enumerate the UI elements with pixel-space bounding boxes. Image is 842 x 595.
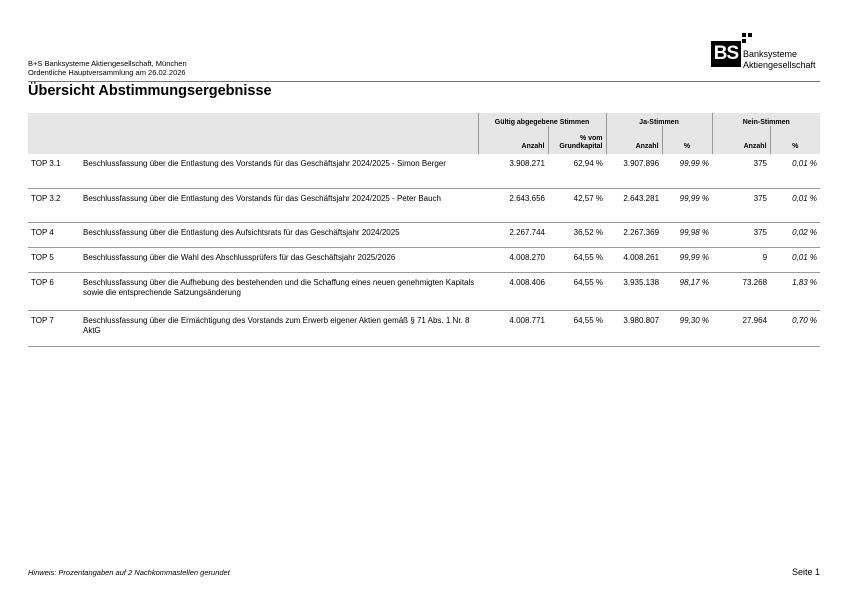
yes-percent: 99,99 % [662, 188, 713, 223]
table-row: TOP 4 Beschlussfassung über die Entlastun… [28, 222, 821, 248]
no-percent: 0,02 % [770, 222, 821, 248]
table-row: TOP 7 Beschlussfassung über die Ermächtig… [28, 310, 821, 347]
valid-votes: 4.008.406 [478, 272, 548, 311]
rounding-note: Hinweis: Prozentangaben auf 2 Nachkommas… [28, 568, 230, 577]
agenda-item: TOP 5 [28, 247, 80, 273]
logo-line2: Aktiengesellschaft [743, 60, 816, 70]
agenda-item: TOP 3.1 [28, 154, 80, 189]
col-no-count: Anzahl [711, 126, 771, 154]
no-votes: 9 [712, 247, 771, 273]
capital-percent: 64,55 % [548, 247, 607, 273]
table-row: TOP 3.1 Beschlussfassung über die Entlast… [28, 154, 821, 189]
no-votes: 27.964 [712, 310, 771, 347]
no-percent: 0,01 % [770, 188, 821, 223]
capital-percent: 64,55 % [548, 310, 607, 347]
col-valid-count: Anzahl [477, 126, 548, 154]
group-no: Nein-Stimmen [711, 113, 821, 126]
yes-votes: 4.008.261 [606, 247, 663, 273]
group-valid: Gültig abgegebene Stimmen [477, 113, 607, 126]
header-divider [28, 81, 820, 82]
yes-votes: 2.267.369 [606, 222, 663, 248]
valid-votes: 2.267.744 [478, 222, 548, 248]
capital-percent: 36,52 % [548, 222, 607, 248]
logo-line1: Banksysteme [743, 49, 798, 59]
results-table: Gültig abgegebene Stimmen Ja-Stimmen Nei… [28, 113, 821, 347]
yes-percent: 98,17 % [662, 272, 713, 311]
valid-votes: 2.643.656 [478, 188, 548, 223]
valid-votes: 3.908.271 [478, 154, 548, 189]
yes-percent: 99,98 % [662, 222, 713, 248]
yes-votes: 3.980.807 [606, 310, 663, 347]
yes-percent: 99,99 % [662, 154, 713, 189]
agenda-item: TOP 6 [28, 272, 80, 311]
company-name: B+S Banksysteme Aktiengesellschaft, Münc… [28, 59, 187, 68]
yes-votes: 3.907.896 [606, 154, 663, 189]
resolution-description: Beschlussfassung über die Ermächtigung d… [80, 310, 478, 347]
col-valid-capital: % vom Grundkapital [547, 126, 607, 154]
agenda-item: TOP 4 [28, 222, 80, 248]
col-no-pct: % [769, 126, 821, 154]
yes-percent: 99,30 % [662, 310, 713, 347]
company-logo: BS Banksysteme Aktiengesellschaft [711, 33, 823, 77]
group-yes: Ja-Stimmen [605, 113, 713, 126]
table-row: TOP 3.2 Beschlussfassung über die Entlast… [28, 188, 821, 223]
no-percent: 0,01 % [770, 247, 821, 273]
page-number: Seite 1 [791, 567, 820, 577]
logo-mark: BS [711, 41, 741, 67]
resolution-description: Beschlussfassung über die Entlastung des… [80, 154, 478, 189]
yes-votes: 3.935.138 [606, 272, 663, 311]
no-percent: 1,83 % [770, 272, 821, 311]
valid-votes: 4.008.270 [478, 247, 548, 273]
resolution-description: Beschlussfassung über die Entlastung des… [80, 222, 478, 248]
resolution-description: Beschlussfassung über die Wahl des Absch… [80, 247, 478, 273]
no-percent: 0,70 % [770, 310, 821, 347]
capital-percent: 42,57 % [548, 188, 607, 223]
col-yes-pct: % [661, 126, 713, 154]
agenda-item: TOP 7 [28, 310, 80, 347]
agenda-item: TOP 3.2 [28, 188, 80, 223]
no-votes: 73.268 [712, 272, 771, 311]
no-percent: 0,01 % [770, 154, 821, 189]
capital-percent: 62,94 % [548, 154, 607, 189]
valid-votes: 4.008.771 [478, 310, 548, 347]
resolution-description: Beschlussfassung über die Entlastung des… [80, 188, 478, 223]
table-row: TOP 6 Beschlussfassung über die Aufhebung… [28, 272, 821, 311]
no-votes: 375 [712, 222, 771, 248]
yes-votes: 2.643.281 [606, 188, 663, 223]
capital-percent: 64,55 % [548, 272, 607, 311]
no-votes: 375 [712, 188, 771, 223]
meeting-name: Ordentliche Hauptversammlung am 26.02.20… [28, 68, 186, 77]
table-row: TOP 5 Beschlussfassung über die Wahl des … [28, 247, 821, 273]
resolution-description: Beschlussfassung über die Aufhebung des … [80, 272, 478, 311]
yes-percent: 99,99 % [662, 247, 713, 273]
page-title: Übersicht Abstimmungsergebnisse [28, 83, 272, 99]
no-votes: 375 [712, 154, 771, 189]
company-info: B+S Banksysteme Aktiengesellschaft, Münc… [28, 59, 187, 77]
col-yes-count: Anzahl [605, 126, 663, 154]
